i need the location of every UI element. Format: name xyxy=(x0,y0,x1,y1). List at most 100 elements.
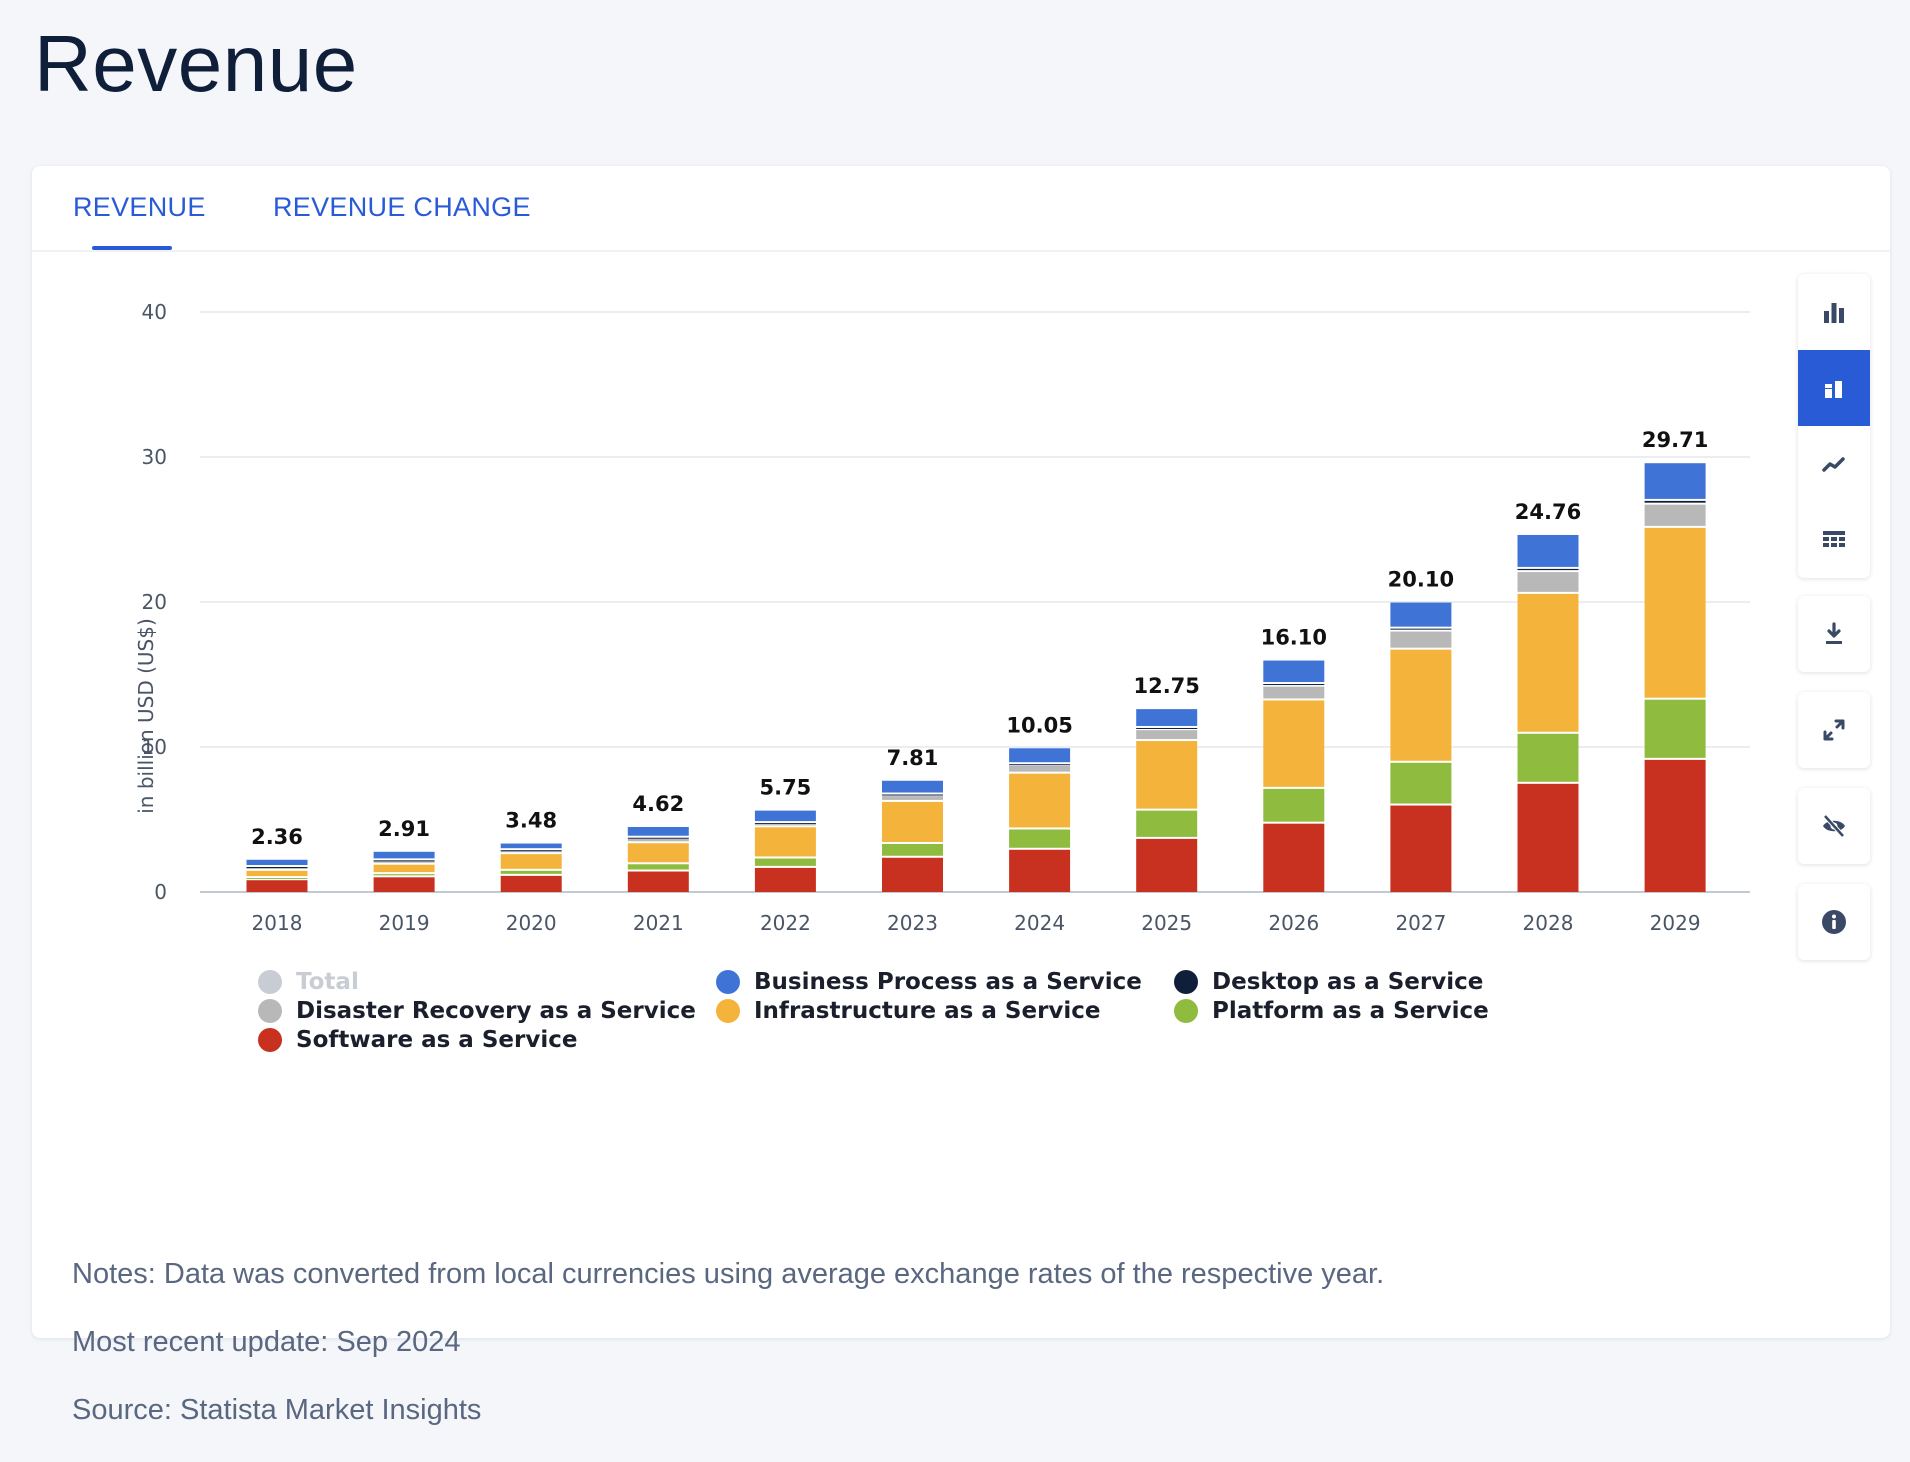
legend-item-disaster-recovery-as-a-service[interactable]: Disaster Recovery as a Service xyxy=(258,997,716,1025)
x-tick-label: 2026 xyxy=(1268,911,1319,935)
fullscreen-button[interactable] xyxy=(1798,692,1870,768)
legend-item-total[interactable]: Total xyxy=(258,968,716,996)
bar-segment-desktop-as-a-service xyxy=(500,850,562,852)
bar-chart-button[interactable] xyxy=(1798,274,1870,350)
chart-legend: Total Business Process as a Service Deskto… xyxy=(258,968,1558,1054)
bar-segment-desktop-as-a-service xyxy=(246,867,308,869)
bar-segment-business-process-as-a-service xyxy=(1390,602,1452,627)
bar-segment-disaster-recovery-as-a-service xyxy=(1009,765,1071,772)
legend-label: Desktop as a Service xyxy=(1212,969,1484,995)
bar-segment-infrastructure-as-a-service xyxy=(627,843,689,863)
hide-button[interactable] xyxy=(1798,788,1870,864)
total-value-label: 7.81 xyxy=(887,746,939,770)
bar-segment-disaster-recovery-as-a-service xyxy=(882,796,943,800)
active-tab-indicator xyxy=(92,246,172,250)
page-title: Revenue xyxy=(34,19,358,108)
bar-segment-platform-as-a-service xyxy=(882,843,943,856)
download-button[interactable] xyxy=(1798,596,1870,672)
bar-segment-business-process-as-a-service xyxy=(373,851,435,859)
bar-segment-infrastructure-as-a-service xyxy=(1644,527,1706,698)
bar-segment-infrastructure-as-a-service xyxy=(500,854,562,869)
y-tick-label: 10 xyxy=(142,735,167,759)
table-button[interactable] xyxy=(1798,502,1870,578)
bar-segment-desktop-as-a-service xyxy=(754,823,816,825)
bar-segment-desktop-as-a-service xyxy=(627,837,689,839)
legend-label: Total xyxy=(296,969,359,995)
total-value-label: 29.71 xyxy=(1642,428,1708,452)
bar-segment-business-process-as-a-service xyxy=(500,843,562,849)
legend-swatch xyxy=(1174,999,1198,1023)
bar-segment-business-process-as-a-service xyxy=(882,780,943,793)
bar-segment-platform-as-a-service xyxy=(1644,699,1706,758)
total-labels: 2.36 2.91 3.48 4.62 5.75 7.81 10.05 12.75 16.10 2… xyxy=(251,428,1708,849)
stacked-bar-chart: in billion USD (US$) 2.36 2.91 3.48 4.62 5.7… xyxy=(134,300,1750,935)
legend-item-business-process-as-a-service[interactable]: Business Process as a Service xyxy=(716,968,1174,996)
bar-segment-desktop-as-a-service xyxy=(373,860,435,862)
bar-segment-business-process-as-a-service xyxy=(1644,463,1706,499)
download-icon xyxy=(1826,622,1842,644)
bar-segment-software-as-a-service xyxy=(882,857,943,892)
total-value-label: 5.75 xyxy=(759,776,811,800)
bar-segment-software-as-a-service xyxy=(1517,783,1579,892)
legend-label: Software as a Service xyxy=(296,1027,578,1053)
bar-segment-software-as-a-service xyxy=(246,880,308,892)
fullscreen-icon xyxy=(1823,719,1845,741)
line-chart-button[interactable] xyxy=(1798,426,1870,502)
bar-segment-business-process-as-a-service xyxy=(754,810,816,822)
bar-segment-disaster-recovery-as-a-service xyxy=(1517,572,1579,592)
legend-swatch xyxy=(258,1028,282,1052)
y-tick-label: 40 xyxy=(142,300,167,324)
stacked-bar-chart-button[interactable] xyxy=(1798,350,1870,426)
bar-segment-business-process-as-a-service xyxy=(627,827,689,836)
bar-segment-business-process-as-a-service xyxy=(1263,660,1325,683)
legend-item-desktop-as-a-service[interactable]: Desktop as a Service xyxy=(1174,968,1574,996)
info-toolbar xyxy=(1798,884,1870,960)
x-tick-labels: 2018 2019 2020 2021 2022 2023 2024 2025 2026 2027… xyxy=(252,911,1701,935)
bar-segment-disaster-recovery-as-a-service xyxy=(1390,631,1452,648)
total-value-label: 20.10 xyxy=(1388,568,1454,592)
total-value-label: 16.10 xyxy=(1261,626,1327,650)
bar-segment-software-as-a-service xyxy=(1263,823,1325,892)
total-value-label: 4.62 xyxy=(632,792,684,816)
bar-segment-platform-as-a-service xyxy=(1390,762,1452,804)
bar-segment-platform-as-a-service xyxy=(500,870,562,874)
x-tick-label: 2021 xyxy=(633,911,684,935)
bar-segment-software-as-a-service xyxy=(500,875,562,892)
bar-segment-infrastructure-as-a-service xyxy=(754,827,816,857)
bar-segment-desktop-as-a-service xyxy=(1517,568,1579,571)
bar-segment-platform-as-a-service xyxy=(754,858,816,866)
bar-segment-business-process-as-a-service xyxy=(1136,709,1198,726)
y-tick-label: 30 xyxy=(142,445,167,469)
legend-label: Platform as a Service xyxy=(1212,998,1489,1024)
info-button[interactable] xyxy=(1798,884,1870,960)
bar-segment-software-as-a-service xyxy=(754,867,816,892)
y-tick-labels: 0 10 20 30 40 xyxy=(142,300,167,904)
bar-segment-platform-as-a-service xyxy=(1263,788,1325,822)
bar-segment-infrastructure-as-a-service xyxy=(246,870,308,877)
bar-segment-infrastructure-as-a-service xyxy=(1517,593,1579,732)
bar-segment-infrastructure-as-a-service xyxy=(1263,700,1325,787)
x-tick-label: 2018 xyxy=(252,911,303,935)
legend-item-platform-as-a-service[interactable]: Platform as a Service xyxy=(1174,997,1574,1025)
bar-segment-business-process-as-a-service xyxy=(246,859,308,866)
bar-segment-disaster-recovery-as-a-service xyxy=(1136,730,1198,740)
tab-revenue[interactable]: REVENUE xyxy=(73,192,206,222)
x-tick-label: 2027 xyxy=(1395,911,1446,935)
download-toolbar xyxy=(1798,596,1870,672)
bar-segment-desktop-as-a-service xyxy=(1390,628,1452,630)
chart-card: REVENUE REVENUE CHANGE in billion USD (U… xyxy=(32,166,1890,1426)
bar-segment-disaster-recovery-as-a-service xyxy=(1263,686,1325,699)
legend-item-infrastructure-as-a-service[interactable]: Infrastructure as a Service xyxy=(716,997,1174,1025)
bar-segment-disaster-recovery-as-a-service xyxy=(500,851,562,853)
legend-item-software-as-a-service[interactable]: Software as a Service xyxy=(258,1026,716,1054)
bar-segment-disaster-recovery-as-a-service xyxy=(754,824,816,826)
bar-segment-infrastructure-as-a-service xyxy=(882,801,943,842)
legend-swatch xyxy=(258,970,282,994)
bar-segment-desktop-as-a-service xyxy=(1009,764,1071,766)
total-value-label: 10.05 xyxy=(1006,713,1072,737)
tab-revenue-change[interactable]: REVENUE CHANGE xyxy=(273,192,531,222)
x-tick-label: 2025 xyxy=(1141,911,1192,935)
legend-swatch xyxy=(258,999,282,1023)
bar-segment-infrastructure-as-a-service xyxy=(1390,649,1452,761)
bar-segment-business-process-as-a-service xyxy=(1009,748,1071,763)
